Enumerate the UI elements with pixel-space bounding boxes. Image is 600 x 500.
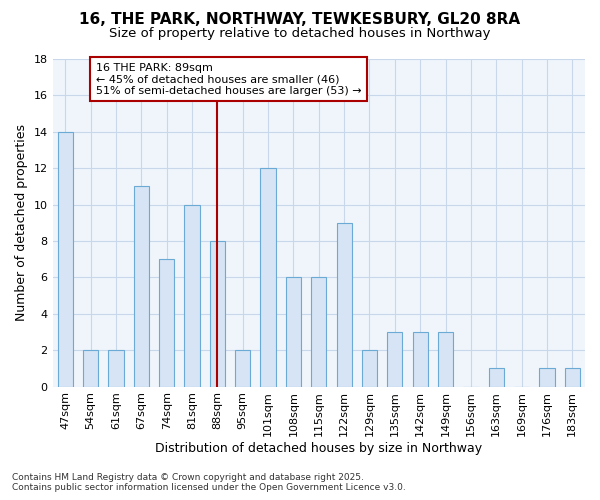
Bar [260,168,275,386]
Bar [438,332,453,386]
Text: 16 THE PARK: 89sqm
← 45% of detached houses are smaller (46)
51% of semi-detache: 16 THE PARK: 89sqm ← 45% of detached hou… [95,62,361,96]
Bar [539,368,554,386]
Bar [159,259,174,386]
Bar [362,350,377,387]
Text: 16, THE PARK, NORTHWAY, TEWKESBURY, GL20 8RA: 16, THE PARK, NORTHWAY, TEWKESBURY, GL20… [79,12,521,28]
Text: Size of property relative to detached houses in Northway: Size of property relative to detached ho… [109,28,491,40]
Bar [58,132,73,386]
Bar [387,332,403,386]
Text: Contains HM Land Registry data © Crown copyright and database right 2025.
Contai: Contains HM Land Registry data © Crown c… [12,473,406,492]
Bar [134,186,149,386]
Bar [311,278,326,386]
Bar [286,278,301,386]
Bar [337,223,352,386]
Bar [83,350,98,387]
Bar [488,368,504,386]
Bar [565,368,580,386]
Y-axis label: Number of detached properties: Number of detached properties [15,124,28,322]
Bar [109,350,124,387]
Bar [235,350,250,387]
Bar [210,241,225,386]
X-axis label: Distribution of detached houses by size in Northway: Distribution of detached houses by size … [155,442,482,455]
Bar [413,332,428,386]
Bar [184,204,200,386]
